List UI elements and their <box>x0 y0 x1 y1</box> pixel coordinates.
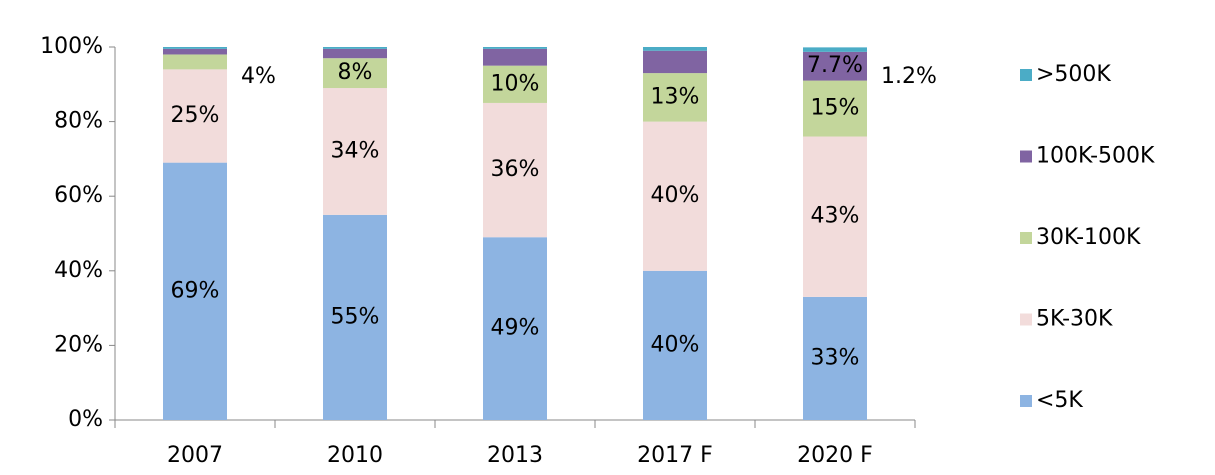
y-tick-label: 100% <box>40 34 103 59</box>
value-label: 7.7% <box>807 53 863 78</box>
bar-segment <box>163 54 227 69</box>
value-label: 36% <box>491 157 540 182</box>
bar-segment <box>163 47 227 49</box>
x-tick-label: 2013 <box>487 443 543 468</box>
value-label: 4% <box>241 64 276 89</box>
legend-label: >500K <box>1036 62 1111 87</box>
value-label: 40% <box>651 332 700 357</box>
x-tick-label: 2010 <box>327 443 383 468</box>
value-label: 43% <box>811 204 860 229</box>
legend-swatch <box>1020 232 1032 244</box>
value-label: 13% <box>651 84 700 109</box>
bar-segment <box>643 47 707 51</box>
x-tick-label: 2007 <box>167 443 223 468</box>
value-label: 10% <box>491 71 540 96</box>
x-tick-label: 2020 F <box>797 443 873 468</box>
bar-segment <box>323 49 387 58</box>
value-label: 8% <box>338 60 373 85</box>
bar-segment <box>483 47 547 49</box>
legend-label: 30K-100K <box>1036 225 1141 250</box>
legend-swatch <box>1020 151 1032 163</box>
value-label: 55% <box>331 304 380 329</box>
value-label: 25% <box>171 103 220 128</box>
value-label: 40% <box>651 183 700 208</box>
bar-segment <box>163 49 227 55</box>
chart: 0% 20% 40% 60% 80% 100% 2007 69% 25% 4% 2010 55% 34%… <box>0 0 1215 475</box>
y-tick-label: 60% <box>54 183 103 208</box>
bar-segment <box>803 47 867 51</box>
value-label: 69% <box>171 278 220 303</box>
y-tick-label: 20% <box>54 332 103 357</box>
legend-swatch <box>1020 314 1032 326</box>
y-tick-label: 40% <box>54 258 103 283</box>
bar-segment <box>323 47 387 49</box>
legend-swatch <box>1020 395 1032 407</box>
y-tick-label: 80% <box>54 109 103 134</box>
legend-swatch <box>1020 69 1032 81</box>
value-label: 49% <box>491 316 540 341</box>
value-label: 33% <box>811 345 860 370</box>
value-label: 1.2% <box>881 64 937 89</box>
legend-label: 100K-500K <box>1036 144 1155 169</box>
bar-segment <box>483 49 547 66</box>
legend-label: 5K-30K <box>1036 307 1113 332</box>
value-label: 34% <box>331 138 380 163</box>
x-tick-label: 2017 F <box>637 443 713 468</box>
bar-segment <box>643 51 707 73</box>
y-tick-label: 0% <box>68 407 103 432</box>
legend-label: <5K <box>1036 388 1083 413</box>
value-label: 15% <box>811 96 860 121</box>
